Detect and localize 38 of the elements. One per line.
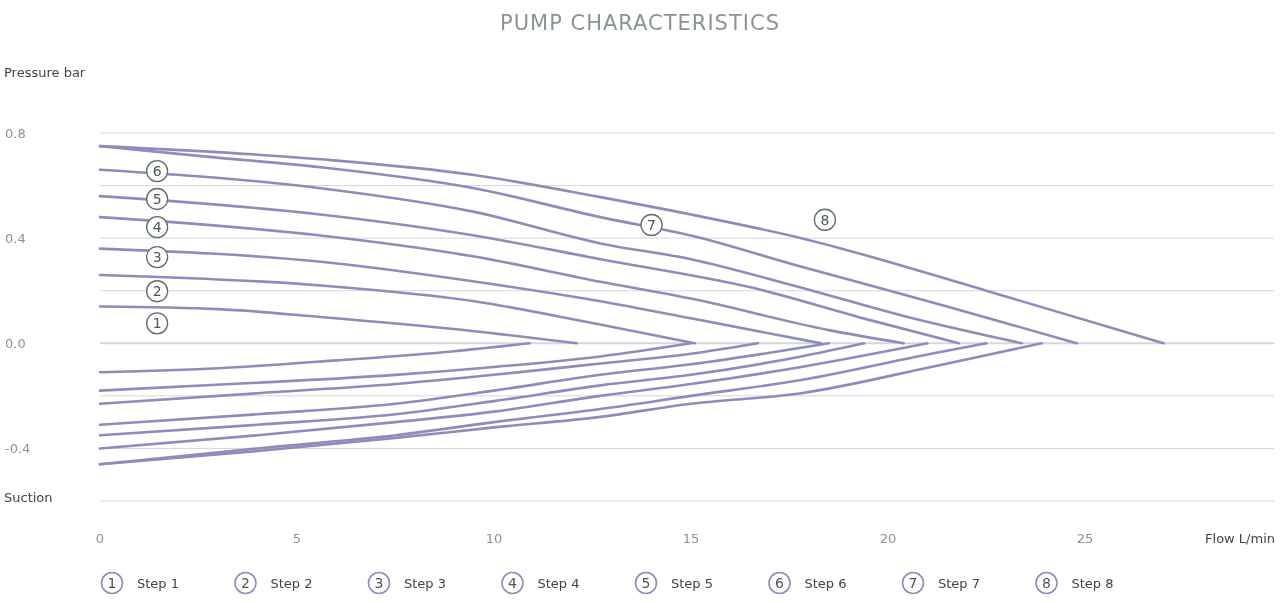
- text: 2: [241, 575, 250, 591]
- x-tick-label: 20: [879, 531, 897, 546]
- y-tick-label: -0.4: [5, 441, 31, 457]
- x-tick-label: 10: [485, 531, 503, 546]
- legend-label: Step 7: [938, 576, 981, 591]
- x-tick-label: 15: [682, 531, 700, 546]
- text: 3: [374, 575, 384, 591]
- annotation: 4: [152, 219, 162, 236]
- annotation: 6: [152, 163, 162, 180]
- legend-label: Step 3: [404, 576, 447, 591]
- text: 8: [1042, 575, 1051, 591]
- x-axis-title: Flow L/min: [1205, 531, 1275, 546]
- chart-title: PUMP CHARACTERISTICS: [500, 11, 780, 35]
- y-tick-label: 0.8: [5, 126, 26, 141]
- text: 6: [775, 575, 784, 591]
- annotation: 1: [152, 315, 162, 332]
- text: 7: [908, 575, 918, 591]
- legend-label: Step 4: [537, 576, 580, 591]
- annotation: 2: [152, 283, 162, 300]
- text: Suction: [4, 490, 53, 505]
- legend-label: Step 5: [671, 576, 714, 591]
- x-tick-label: 5: [292, 531, 302, 546]
- annotation: 3: [152, 249, 162, 266]
- x-tick-label: 25: [1076, 531, 1094, 546]
- y-axis-title: Pressure bar: [4, 65, 86, 80]
- annotation: 5: [152, 190, 162, 207]
- x-tick-label: 0: [95, 531, 105, 546]
- text: 1: [107, 575, 117, 591]
- text: 5: [641, 575, 651, 591]
- text: 4: [508, 575, 517, 591]
- annotation: 8: [820, 211, 830, 228]
- annotation: 7: [647, 217, 656, 233]
- legend-label: Step 8: [1071, 576, 1114, 591]
- legend-label: Step 1: [137, 576, 180, 591]
- y-tick-label: 0.0: [5, 336, 26, 352]
- legend-label: Step 2: [270, 576, 313, 591]
- legend-label: Step 6: [804, 576, 847, 591]
- y-tick-label: 0.4: [5, 231, 26, 247]
